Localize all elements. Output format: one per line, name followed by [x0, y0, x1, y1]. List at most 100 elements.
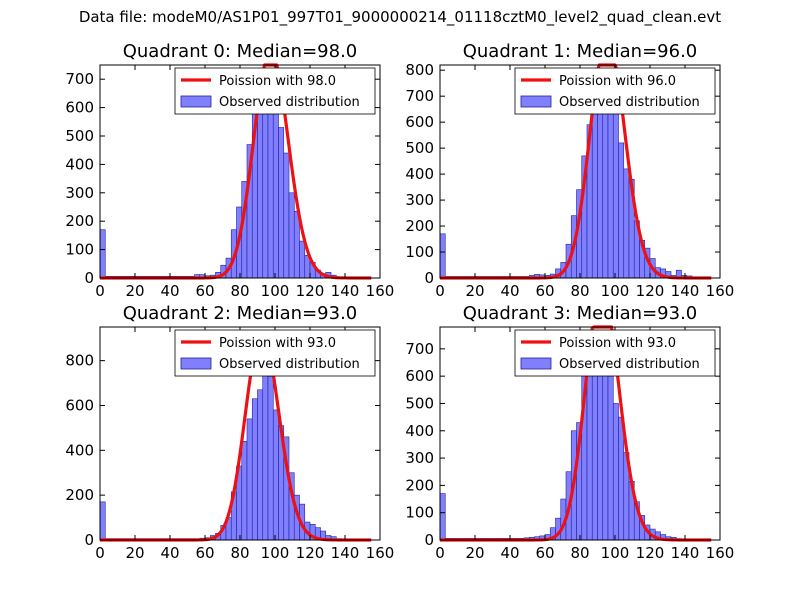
x-tick-label: 20 [465, 544, 484, 562]
y-tick-label: 200 [405, 217, 434, 235]
legend-label-observed: Observed distribution [219, 95, 360, 110]
histogram-bar [278, 127, 285, 279]
y-tick-label: 200 [65, 486, 94, 504]
x-tick-label: 140 [331, 282, 360, 300]
x-tick-label: 60 [535, 544, 554, 562]
subplot-title: Quadrant 0: Median=98.0 [123, 41, 358, 62]
y-tick-label: 0 [424, 269, 434, 287]
histogram-bar [602, 90, 609, 279]
legend-box [514, 329, 716, 377]
histogram-bar [257, 101, 264, 279]
histogram-bar [607, 375, 614, 541]
y-tick-label: 400 [65, 441, 94, 459]
legend-bar-swatch [180, 95, 212, 108]
y-tick-label: 600 [65, 396, 94, 414]
legend-label-observed: Observed distribution [559, 357, 700, 372]
histogram-bar [586, 370, 593, 541]
histogram-bar [612, 101, 619, 279]
x-tick-label: 160 [366, 544, 395, 562]
histogram-bar [272, 107, 279, 279]
legend-bar-swatch [180, 357, 212, 370]
y-tick-label: 500 [405, 394, 434, 412]
x-tick-label: 40 [160, 282, 179, 300]
x-tick-label: 60 [195, 282, 214, 300]
legend-label-observed: Observed distribution [559, 95, 700, 110]
figure-suptitle: Data file: modeM0/AS1P01_997T01_90000002… [78, 8, 722, 26]
x-tick-label: 80 [230, 544, 249, 562]
x-tick-label: 80 [570, 544, 589, 562]
y-tick-label: 300 [65, 184, 94, 202]
subplot-title: Quadrant 1: Median=96.0 [463, 41, 698, 62]
x-tick-label: 40 [160, 544, 179, 562]
x-tick-label: 100 [261, 544, 290, 562]
y-tick-label: 100 [65, 241, 94, 259]
histogram-bar [262, 110, 269, 279]
subplot-quadrant-1: 0 20 40 60 80 100 120 140 160 0 100 200 300 400 500 600… [405, 41, 734, 300]
legend-bar-swatch [520, 357, 552, 370]
y-tick-label: 0 [84, 531, 94, 549]
x-tick-label: 80 [570, 282, 589, 300]
legend-label-poisson: Poission with 96.0 [559, 74, 676, 89]
y-tick-label: 100 [405, 243, 434, 261]
legend-bar-swatch [520, 95, 552, 108]
histogram-bar [591, 111, 598, 279]
histogram-bar [299, 240, 306, 279]
x-tick-label: 0 [95, 282, 105, 300]
legend-label-poisson: Poission with 93.0 [559, 336, 676, 351]
histogram-bar [99, 229, 106, 279]
x-tick-label: 80 [230, 282, 249, 300]
y-tick-label: 600 [65, 99, 94, 117]
y-tick-label: 600 [405, 113, 434, 131]
y-tick-label: 100 [405, 504, 434, 522]
x-tick-label: 20 [465, 282, 484, 300]
histogram-bar [439, 233, 446, 279]
histogram-bar [272, 409, 279, 541]
histogram-bar [591, 362, 598, 541]
y-tick-label: 400 [405, 422, 434, 440]
histogram-bar [439, 493, 446, 541]
y-tick-label: 500 [65, 127, 94, 145]
x-tick-label: 0 [95, 544, 105, 562]
x-tick-label: 160 [706, 544, 735, 562]
histogram-bar [267, 376, 274, 541]
legend: Poission with 93.0 Observed distribution [514, 329, 716, 377]
y-tick-label: 400 [65, 155, 94, 173]
y-tick-label: 200 [65, 212, 94, 230]
x-tick-label: 20 [125, 282, 144, 300]
legend: Poission with 93.0 Observed distribution [174, 329, 376, 377]
x-tick-label: 20 [125, 544, 144, 562]
x-tick-label: 0 [435, 544, 445, 562]
legend-label-observed: Observed distribution [219, 357, 360, 372]
legend-label-poisson: Poission with 93.0 [219, 336, 336, 351]
x-tick-label: 120 [636, 282, 665, 300]
histogram-bar [251, 398, 258, 541]
histogram-bar [618, 142, 625, 279]
histogram-bar [618, 416, 625, 541]
x-tick-label: 100 [601, 282, 630, 300]
histogram-bar [597, 95, 604, 279]
x-tick-label: 120 [636, 544, 665, 562]
y-tick-label: 200 [405, 476, 434, 494]
x-tick-label: 40 [500, 282, 519, 300]
y-tick-label: 500 [405, 139, 434, 157]
x-tick-label: 140 [331, 544, 360, 562]
x-tick-label: 120 [296, 544, 325, 562]
x-tick-label: 160 [706, 282, 735, 300]
y-tick-label: 800 [405, 61, 434, 79]
y-tick-label: 0 [424, 531, 434, 549]
subplot-quadrant-0: 0 20 40 60 80 100 120 140 160 0 100 200 300 400 500 600… [65, 41, 394, 300]
histogram-bar [602, 348, 609, 541]
y-tick-label: 700 [65, 70, 94, 88]
legend: Poission with 96.0 Observed distribution [514, 67, 716, 115]
histogram-bar [257, 389, 264, 541]
histogram-bar [288, 192, 295, 279]
y-tick-label: 600 [405, 367, 434, 385]
subplot-quadrant-3: 0 20 40 60 80 100 120 140 160 0 100 200 300 400 500 600… [405, 303, 734, 562]
x-tick-label: 160 [366, 282, 395, 300]
histogram-bar [623, 168, 630, 279]
x-tick-label: 100 [261, 282, 290, 300]
subplot-title: Quadrant 2: Median=93.0 [123, 303, 358, 324]
histogram-bar [283, 152, 290, 279]
histogram-bar [607, 93, 614, 279]
